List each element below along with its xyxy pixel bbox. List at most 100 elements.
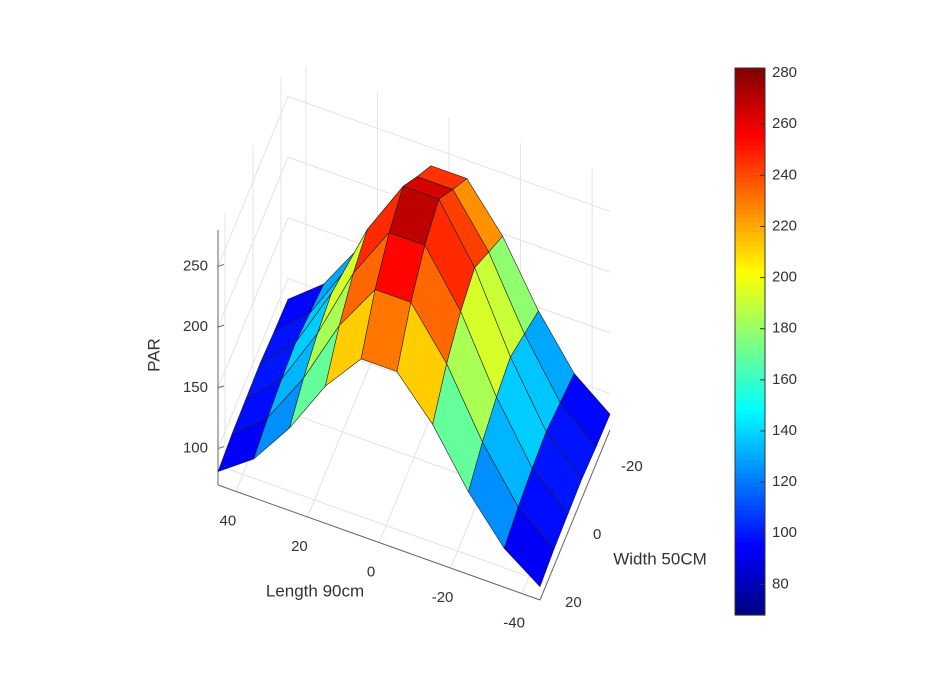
colorbar-band <box>735 605 765 612</box>
colorbar-band <box>735 501 765 507</box>
colorbar-frame <box>734 67 766 616</box>
colorbar-band <box>735 241 765 247</box>
colorbar-band <box>735 450 765 457</box>
colorbar-band <box>735 254 765 261</box>
z-tick <box>217 385 225 389</box>
colorbar-band <box>735 473 765 479</box>
colorbar-tick-label: 120 <box>772 473 797 490</box>
colorbar-band <box>735 387 765 393</box>
colorbar-band <box>735 532 765 539</box>
colorbar-band <box>735 359 765 365</box>
colorbar-band <box>735 418 765 425</box>
colorbar-tick-label: 280 <box>772 64 797 81</box>
colorbar-band <box>735 537 765 543</box>
colorbar-band <box>735 273 765 279</box>
colorbar-band <box>735 405 765 411</box>
colorbar-band <box>735 163 765 169</box>
colorbar-band <box>735 300 765 306</box>
colorbar-band <box>735 200 765 206</box>
colorbar-tick-label: 100 <box>772 524 797 541</box>
colorbar-band <box>735 487 765 493</box>
grid-line <box>217 95 611 267</box>
colorbar-band <box>735 437 765 443</box>
colorbar-band <box>735 172 765 178</box>
colorbar-band <box>735 181 765 188</box>
colorbar-band <box>735 232 765 238</box>
colorbar-band <box>735 428 765 434</box>
surface-patch <box>503 506 555 587</box>
z-tick-label: 200 <box>183 318 208 335</box>
z-tick-label: 100 <box>183 440 208 457</box>
colorbar-band <box>735 409 765 416</box>
colorbar-band <box>735 72 765 78</box>
colorbar-band <box>735 341 765 347</box>
y-tick-label: 0 <box>593 526 601 543</box>
colorbar-band <box>735 191 765 197</box>
colorbar-band <box>735 323 765 329</box>
colorbar-band <box>735 377 765 384</box>
x-tick-label: -20 <box>432 589 454 606</box>
colorbar-band <box>735 446 765 452</box>
colorbar-band <box>735 327 765 333</box>
colorbar-band <box>735 113 765 119</box>
colorbar-band <box>735 346 765 352</box>
colorbar-band <box>735 131 765 137</box>
colorbar-band <box>735 355 765 361</box>
colorbar-band <box>735 373 765 379</box>
colorbar-band <box>735 209 765 215</box>
colorbar-band <box>735 95 765 101</box>
colorbar-band <box>735 277 765 283</box>
colorbar-band <box>735 478 765 484</box>
colorbar-band <box>735 496 765 502</box>
colorbar-band <box>735 104 765 110</box>
colorbar-band <box>735 159 765 165</box>
colorbar-tick-label: 180 <box>772 320 797 337</box>
colorbar-band <box>735 455 765 461</box>
colorbar-band <box>735 245 765 251</box>
colorbar-band <box>735 295 765 302</box>
colorbar-band <box>735 186 765 192</box>
colorbar-band <box>735 268 765 274</box>
colorbar-band <box>735 122 765 128</box>
y-axis <box>539 429 611 601</box>
colorbar-band <box>735 510 765 516</box>
colorbar-band <box>735 177 765 183</box>
colorbar-band <box>735 318 765 324</box>
colorbar-tick-label: 200 <box>772 269 797 286</box>
colorbar-band <box>735 396 765 402</box>
x-tick-label: -40 <box>503 615 525 632</box>
z-tick <box>217 446 225 450</box>
colorbar-band <box>735 368 765 375</box>
colorbar-band <box>735 491 765 498</box>
colorbar-band <box>735 587 765 593</box>
colorbar-band <box>735 596 765 602</box>
colorbar-band <box>735 140 765 147</box>
colorbar-band <box>735 154 765 160</box>
z-tick <box>217 263 225 267</box>
colorbar-band <box>735 583 765 589</box>
colorbar-tick-label: 240 <box>772 166 797 183</box>
colorbar-band <box>735 610 765 616</box>
colorbar-band <box>735 414 765 420</box>
colorbar-band <box>735 291 765 297</box>
x-axis-label: Length 90cm <box>266 581 364 600</box>
colorbar-band <box>735 482 765 488</box>
x-tick-label: 20 <box>291 538 308 555</box>
colorbar-band <box>735 109 765 115</box>
colorbar-band <box>735 432 765 438</box>
colorbar-band <box>735 441 765 447</box>
colorbar-band <box>735 145 765 151</box>
colorbar-band <box>735 68 765 74</box>
colorbar-band <box>735 136 765 142</box>
colorbar-tick-label: 260 <box>772 115 797 132</box>
colorbar-tick-label: 80 <box>772 575 789 592</box>
colorbar-band <box>735 264 765 270</box>
colorbar-band <box>735 423 765 429</box>
colorbar-band <box>735 601 765 607</box>
colorbar-band <box>735 573 765 580</box>
colorbar-band <box>735 555 765 561</box>
colorbar-band <box>735 309 765 315</box>
colorbar-band <box>735 592 765 598</box>
x-tick-label: 0 <box>367 563 375 580</box>
